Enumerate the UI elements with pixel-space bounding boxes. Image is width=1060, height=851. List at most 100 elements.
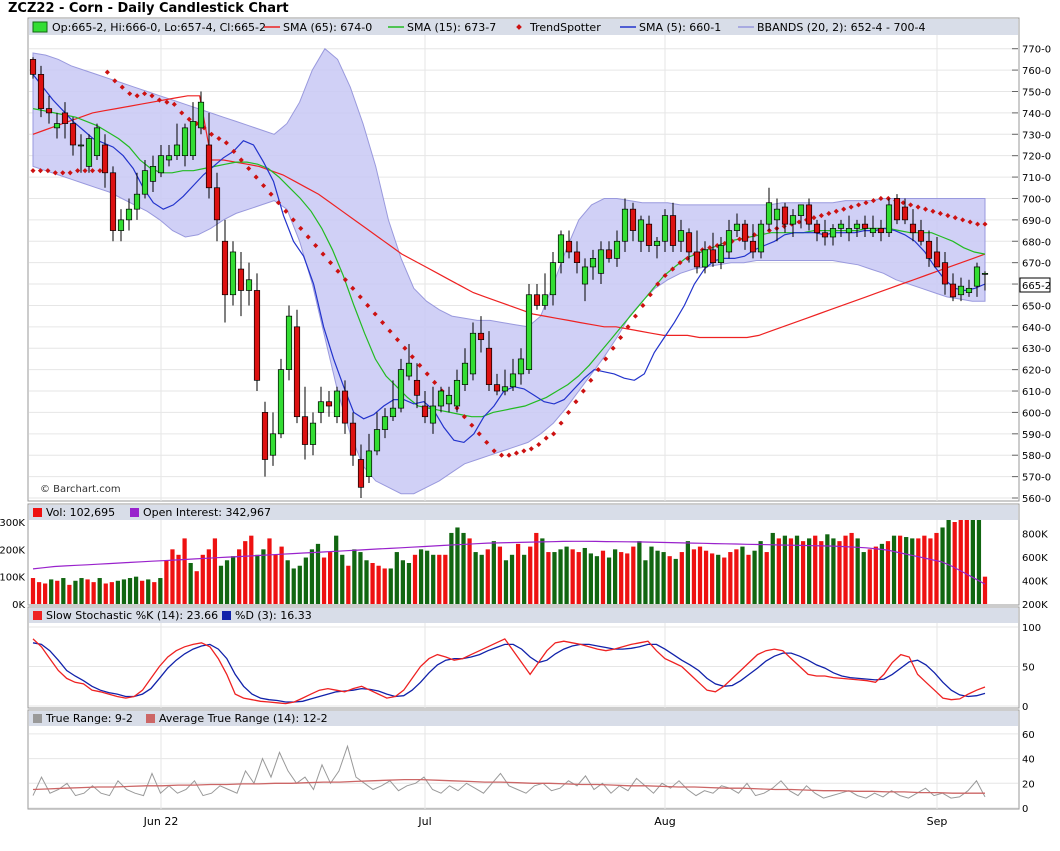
candle-body xyxy=(85,138,93,167)
atr-tick-label: 40 xyxy=(1022,755,1035,766)
trendspotter-dot xyxy=(365,302,371,308)
volume-bar xyxy=(36,582,42,604)
volume-bar xyxy=(406,563,412,604)
volume-tick-label: 100K xyxy=(0,573,25,584)
volume-bar xyxy=(661,552,666,604)
trendspotter-dot xyxy=(655,281,661,287)
price-tick-label: 630-0 xyxy=(1022,344,1051,355)
price-tick-label: 580-0 xyxy=(1022,451,1051,462)
candle-body xyxy=(357,459,365,488)
current-price-box xyxy=(1019,277,1051,293)
x-tick-label: Jun 22 xyxy=(143,815,179,828)
candle-body xyxy=(893,198,901,221)
volume-bar xyxy=(606,557,612,604)
volume-bar xyxy=(964,516,969,604)
trendspotter-dot xyxy=(632,313,638,319)
volume-bar xyxy=(218,565,224,604)
stochastic-panel xyxy=(27,606,1020,709)
volume-bar xyxy=(140,580,145,604)
volume-bar xyxy=(364,560,369,604)
candle-body xyxy=(181,127,189,157)
candle-body xyxy=(245,279,253,291)
volume-bar xyxy=(631,546,636,604)
candle-body xyxy=(861,223,869,229)
candle-body xyxy=(101,144,109,174)
volume-bar xyxy=(30,578,36,604)
volume-bar xyxy=(861,552,866,604)
candle-body xyxy=(349,422,357,456)
volume-bar xyxy=(370,563,375,604)
volume-bar xyxy=(412,554,418,604)
volume-bar xyxy=(509,554,515,604)
volume-bar xyxy=(49,579,54,604)
candle-body xyxy=(77,144,85,147)
true-range-line xyxy=(32,744,986,799)
volume-bar xyxy=(691,549,697,604)
legend-bbands: BBANDS (20, 2): 652-4 - 700-4 xyxy=(757,21,925,34)
volume-bar xyxy=(346,565,351,604)
stoch-tick-label: 50 xyxy=(1022,663,1035,674)
price-tick-label: 610-0 xyxy=(1022,387,1051,398)
volume-bar xyxy=(752,550,757,604)
candle-body xyxy=(37,74,45,109)
volume-bar xyxy=(764,552,769,604)
trendspotter-dot xyxy=(960,217,966,223)
volume-bar xyxy=(552,552,557,604)
x-tick-label: Sep xyxy=(927,815,948,828)
trendspotter-dot xyxy=(268,191,274,197)
legend-volume: Vol: 102,695 xyxy=(46,506,115,519)
volume-bar xyxy=(776,538,781,604)
trendspotter-dot xyxy=(253,174,259,180)
x-tick-label: Aug xyxy=(654,815,675,828)
trendspotter-dot xyxy=(275,200,281,206)
volume-bar xyxy=(133,576,139,604)
volume-bar xyxy=(649,546,654,604)
volume-bar xyxy=(321,557,327,604)
volume-bar xyxy=(127,578,133,604)
volume-bar xyxy=(188,563,193,604)
candle-body xyxy=(149,166,157,182)
trendspotter-dot xyxy=(580,388,586,394)
trendspotter-dot xyxy=(327,260,334,266)
volume-bar xyxy=(976,519,982,604)
candle-body xyxy=(429,405,437,424)
candle-body xyxy=(701,249,709,268)
candle-body xyxy=(797,204,805,216)
trendspotter-dot xyxy=(246,165,252,172)
volume-bar xyxy=(958,519,963,604)
candle-body xyxy=(461,362,469,385)
volume-bar xyxy=(279,546,284,604)
volume-bar xyxy=(170,549,175,604)
bollinger-band-area xyxy=(32,47,986,495)
volume-bar xyxy=(237,549,242,604)
volume-bar xyxy=(455,527,460,604)
trendspotter-dot xyxy=(558,420,564,426)
volume-bar xyxy=(673,558,678,604)
candle-body xyxy=(309,422,317,445)
volume-bar xyxy=(703,550,709,604)
volume-bar xyxy=(243,541,248,604)
legend-stoch-d: %D (3): 16.33 xyxy=(235,609,312,622)
stoch-tick-label: 100 xyxy=(1022,623,1041,634)
legend-sma15: SMA (15): 673-7 xyxy=(407,21,496,34)
price-tick-label: 730-0 xyxy=(1022,130,1051,141)
volume-bar xyxy=(655,550,660,604)
volume-bar xyxy=(546,552,551,604)
volume-bar xyxy=(479,554,484,604)
candle-body xyxy=(501,386,509,392)
volume-bar xyxy=(176,554,181,604)
stoch-tick-label: 0 xyxy=(1022,702,1028,713)
volume-bar xyxy=(327,552,333,604)
legend-trendspotter: TrendSpotter xyxy=(529,21,601,34)
trendspotter-dot xyxy=(818,213,824,219)
candle-body xyxy=(845,228,853,234)
candle-body xyxy=(613,240,621,259)
volume-bar xyxy=(224,560,230,604)
volume-bar xyxy=(679,552,684,604)
volume-bar xyxy=(534,532,539,604)
volume-bar xyxy=(982,576,988,604)
price-tick-label: 710-0 xyxy=(1022,173,1051,184)
trendspotter-dot xyxy=(662,272,668,279)
volume-bar xyxy=(200,554,205,604)
candle-body xyxy=(637,219,645,242)
